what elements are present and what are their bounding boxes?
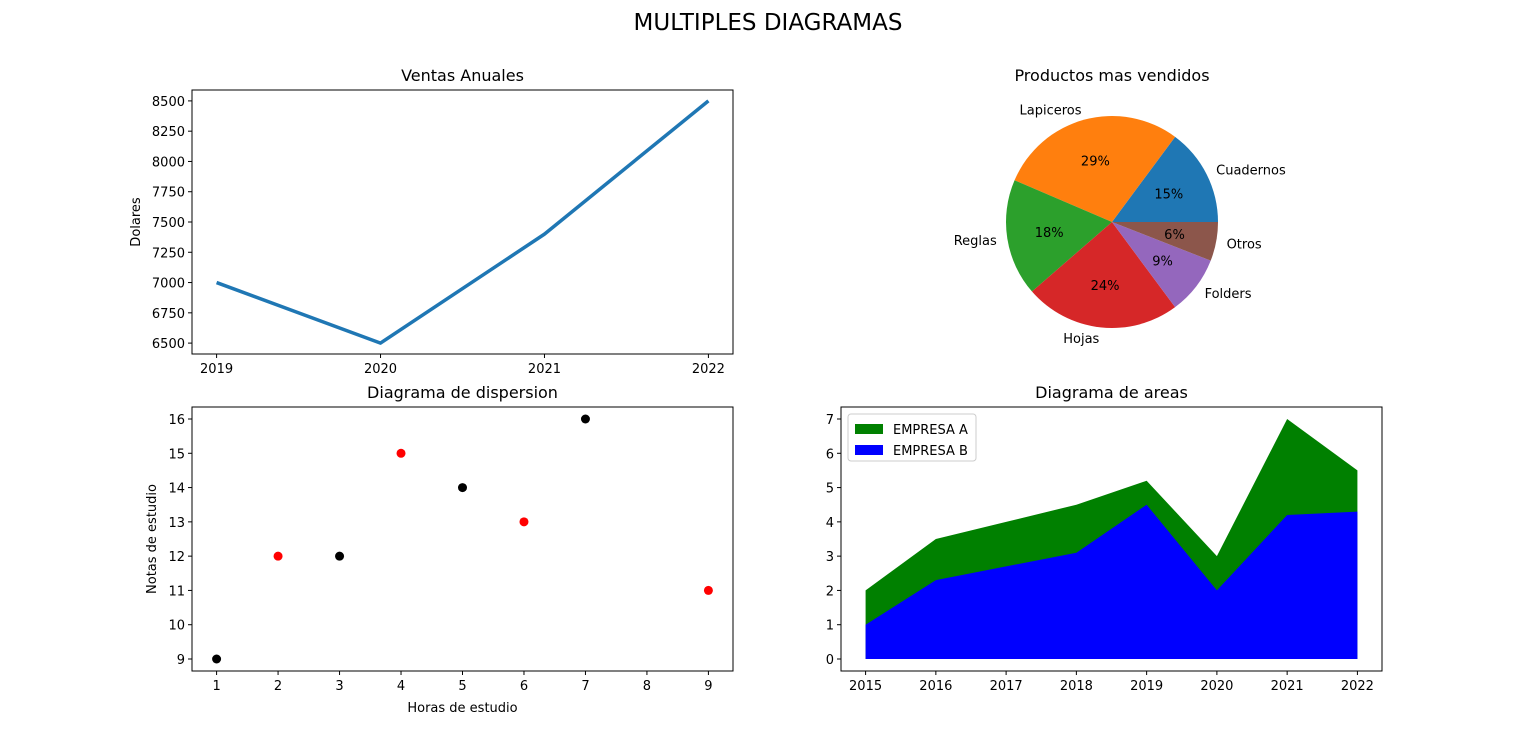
scatter-ytick-label: 11	[168, 584, 185, 599]
area-xtick-label: 2016	[919, 679, 952, 694]
scatter-point	[580, 414, 590, 424]
area-series-fill	[865, 504, 1358, 659]
ventas-xtick-label: 2020	[364, 362, 397, 377]
area-ytick-label: 2	[826, 584, 834, 599]
pie-slice	[1014, 115, 1176, 222]
area-ytick-label: 0	[826, 653, 834, 668]
pie-slice-pct: 24%	[1091, 279, 1120, 294]
scatter-point	[519, 517, 529, 527]
scatter-xtick-label: 9	[704, 679, 712, 694]
area-ytick-label: 4	[826, 516, 834, 531]
pie-slice	[1112, 222, 1218, 261]
scatter-title: Diagrama de dispersion	[367, 383, 558, 402]
pie-slice-pct: 9%	[1152, 255, 1173, 270]
pie-slice-label: Cuadernos	[1216, 164, 1286, 179]
scatter-point	[703, 585, 713, 595]
ventas-ytick-label: 6500	[152, 337, 185, 352]
pie-slice-label: Otros	[1227, 238, 1262, 253]
area-xtick-label: 2019	[1130, 679, 1163, 694]
ventas-ytick-label: 8500	[152, 95, 185, 110]
pie-slice	[1112, 222, 1211, 308]
ventas-ylabel: Dolares	[129, 197, 144, 247]
area-ytick-label: 5	[826, 482, 834, 497]
ventas-xtick-label: 2022	[692, 362, 725, 377]
pie-title: Productos mas vendidos	[1014, 66, 1209, 85]
scatter-point	[273, 551, 283, 561]
pie-slice	[1005, 180, 1112, 292]
scatter-xtick-label: 3	[335, 679, 343, 694]
scatter-ytick-label: 12	[168, 550, 185, 565]
scatter-point	[458, 483, 467, 493]
ventas-xtick-label: 2021	[528, 362, 561, 377]
area-xtick-label: 2021	[1271, 679, 1304, 694]
area-xtick-label: 2020	[1200, 679, 1233, 694]
pie-slice-label: Hojas	[1063, 332, 1099, 347]
area-legend-label: EMPRESA B	[893, 444, 968, 459]
scatter-ytick-label: 10	[168, 619, 185, 634]
ventas-frame	[191, 89, 734, 355]
scatter-point	[396, 448, 406, 458]
scatter-ylabel: Notas de estudio	[145, 484, 160, 594]
pie-slice-pct: 15%	[1154, 187, 1183, 202]
pie-slice	[1031, 222, 1176, 329]
scatter-frame	[191, 406, 734, 672]
ventas-ytick-label: 7750	[152, 186, 185, 201]
ventas-series-line	[215, 99, 710, 345]
ventas-ytick-label: 7250	[152, 246, 185, 261]
scatter-ytick-label: 13	[168, 516, 185, 531]
pie-slice-pct: 6%	[1164, 228, 1185, 243]
area-xtick-label: 2015	[849, 679, 882, 694]
scatter-xtick-label: 1	[212, 679, 220, 694]
scatter-xtick-label: 5	[458, 679, 466, 694]
pie-slice-label: Reglas	[954, 234, 997, 249]
area-ytick-label: 1	[826, 619, 834, 634]
scatter-ytick-label: 16	[168, 413, 185, 428]
scatter-ytick-label: 14	[168, 482, 185, 497]
pie-slice-label: Folders	[1205, 287, 1252, 302]
area-title: Diagrama de areas	[1035, 383, 1188, 402]
area-xtick-label: 2022	[1341, 679, 1374, 694]
pie-slice-label: Lapiceros	[1020, 103, 1082, 118]
ventas-ytick-label: 7500	[152, 216, 185, 231]
pie-slice-pct: 29%	[1081, 155, 1110, 170]
ventas-ytick-label: 7000	[152, 277, 185, 292]
scatter-xtick-label: 6	[520, 679, 528, 694]
pie-slice-pct: 18%	[1035, 226, 1064, 241]
area-xtick-label: 2017	[990, 679, 1023, 694]
ventas-ytick-label: 8250	[152, 125, 185, 140]
ventas-ytick-label: 6750	[152, 307, 185, 322]
scatter-xtick-label: 2	[274, 679, 282, 694]
scatter-xtick-label: 4	[397, 679, 405, 694]
ventas-title: Ventas Anuales	[401, 66, 524, 85]
scatter-ytick-label: 9	[177, 653, 185, 668]
scatter-xlabel: Horas de estudio	[407, 701, 517, 716]
pie-slice	[1112, 136, 1218, 222]
area-ytick-label: 3	[826, 550, 834, 565]
scatter-point	[335, 551, 345, 561]
area-legend-label: EMPRESA A	[893, 423, 968, 438]
ventas-xtick-label: 2019	[200, 362, 233, 377]
figure-title: MULTIPLES DIAGRAMAS	[633, 10, 903, 36]
scatter-ytick-label: 15	[168, 447, 185, 462]
scatter-xtick-label: 8	[643, 679, 651, 694]
area-ytick-label: 6	[826, 447, 834, 462]
area-frame	[840, 406, 1383, 672]
ventas-ytick-label: 8000	[152, 155, 185, 170]
scatter-xtick-label: 7	[581, 679, 589, 694]
area-legend-swatch	[855, 424, 883, 434]
area-xtick-label: 2018	[1060, 679, 1093, 694]
area-ytick-label: 7	[826, 413, 834, 428]
area-legend-swatch	[855, 445, 883, 455]
scatter-point	[212, 654, 222, 664]
